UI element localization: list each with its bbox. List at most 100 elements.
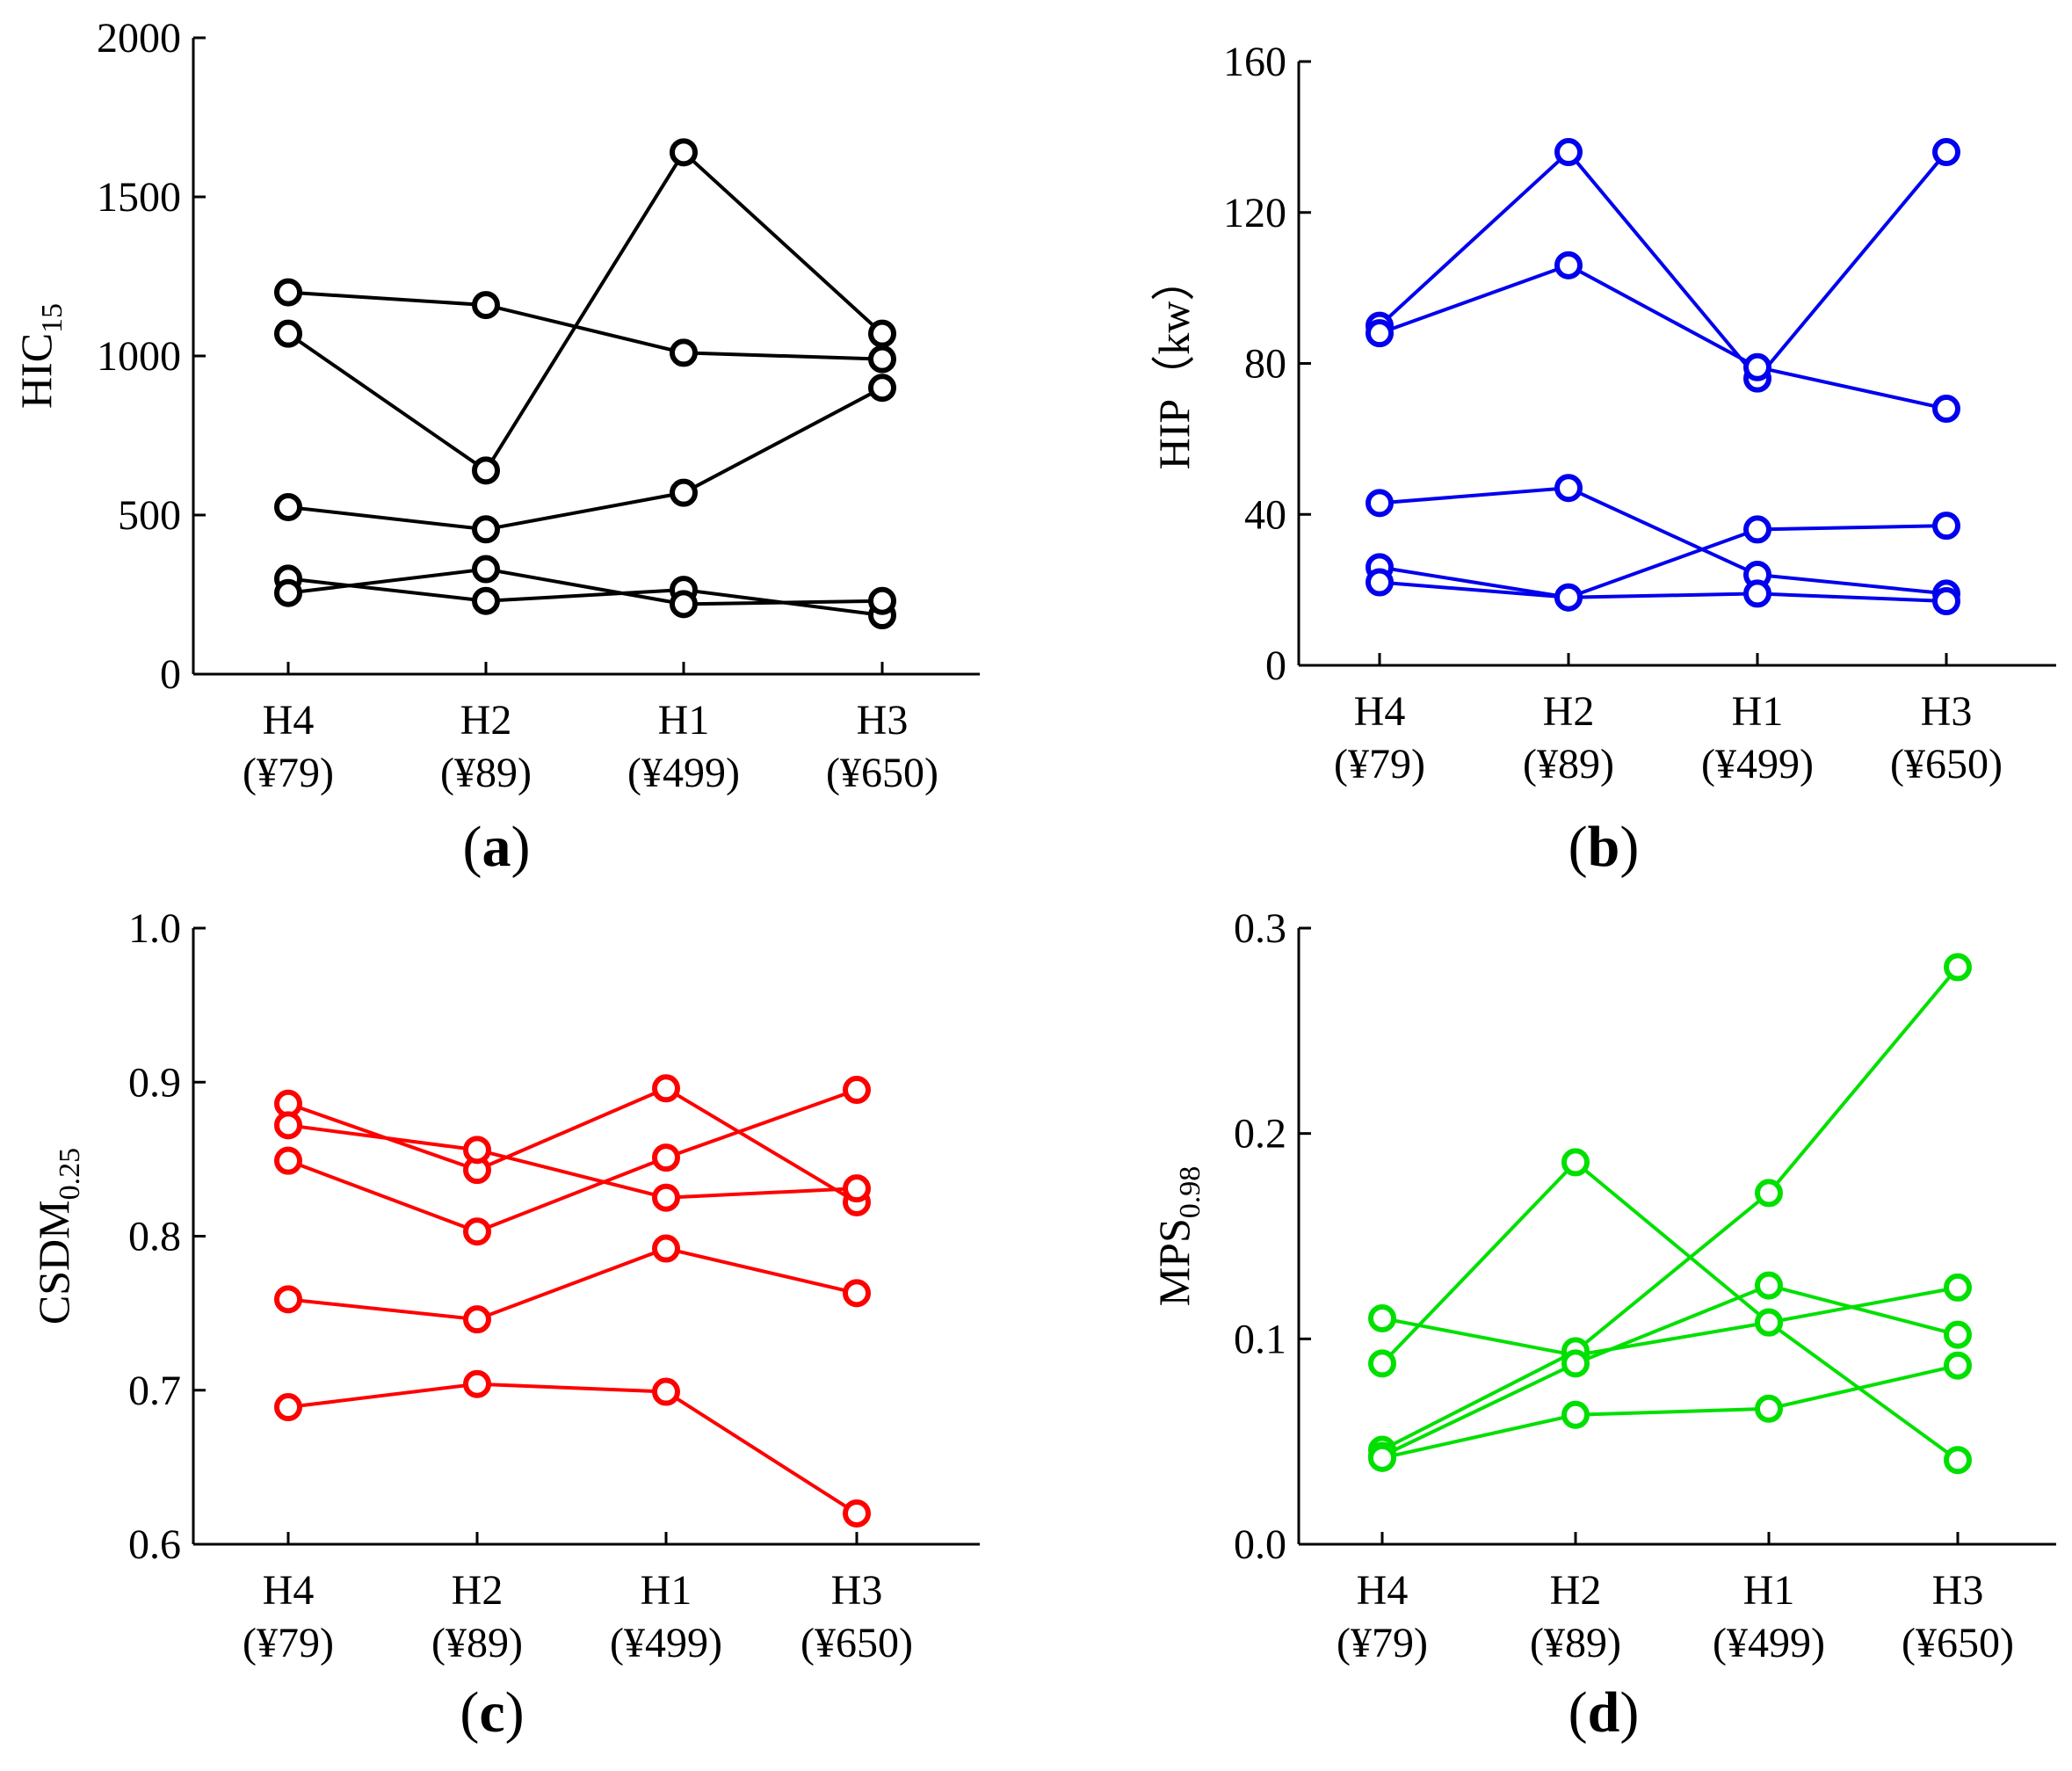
data-point bbox=[463, 1217, 491, 1246]
data-point bbox=[670, 590, 698, 619]
subplot-label-letter: d bbox=[1588, 1680, 1620, 1745]
x-tick-label: H1 bbox=[1743, 1567, 1795, 1614]
y-axis-title-unit: （kw） bbox=[1149, 258, 1199, 399]
data-point bbox=[1366, 568, 1394, 597]
data-point bbox=[868, 586, 896, 615]
x-tick-price-label: (¥79) bbox=[1337, 1620, 1428, 1666]
data-point bbox=[472, 586, 500, 615]
data-point bbox=[868, 319, 896, 348]
data-point bbox=[670, 138, 698, 167]
data-point bbox=[670, 338, 698, 367]
data-point bbox=[1743, 352, 1771, 381]
subplot-label-open: ( bbox=[463, 815, 482, 879]
data-point bbox=[843, 1279, 871, 1308]
x-tick-price-label: (¥89) bbox=[1523, 741, 1614, 788]
y-axis-title-subscript: 0.25 bbox=[54, 1148, 86, 1201]
x-tick-label: H3 bbox=[857, 697, 909, 744]
series-line-4 bbox=[287, 1246, 858, 1322]
series-line-3 bbox=[287, 1088, 858, 1234]
y-tick-label: 80 bbox=[1244, 341, 1286, 388]
x-tick-label: H1 bbox=[1732, 688, 1784, 735]
x-tick-label: H2 bbox=[1543, 688, 1595, 735]
series-line-1 bbox=[287, 1086, 859, 1204]
data-point bbox=[868, 345, 896, 374]
data-point bbox=[274, 1285, 302, 1314]
y-tick-label: 0 bbox=[160, 651, 181, 698]
subplot-label-open: ( bbox=[1568, 815, 1588, 879]
x-tick-price-label: (¥79) bbox=[243, 750, 334, 796]
data-point bbox=[1561, 1148, 1590, 1177]
data-point bbox=[472, 555, 500, 584]
x-tick-price-label: (¥650) bbox=[801, 1620, 913, 1666]
y-axis-title: HIC15 bbox=[11, 303, 69, 409]
y-tick-label: 0.3 bbox=[1234, 905, 1286, 952]
chart-panel-d: 0.0 0.1 0.2 0.3 H4 (¥79) H2 (¥89) H1 (¥499) H3 (¥65… bbox=[1149, 905, 2056, 1745]
x-tick-price-label: (¥499) bbox=[1701, 741, 1814, 788]
series-line-4 bbox=[1381, 1283, 1959, 1458]
y-tick-label: 0.7 bbox=[128, 1368, 181, 1414]
y-tick-label: 0.6 bbox=[128, 1521, 181, 1568]
y-tick-label: 40 bbox=[1244, 491, 1286, 538]
subplot-label-letter: a bbox=[482, 815, 511, 879]
y-tick-label: 0.0 bbox=[1234, 1521, 1286, 1568]
series-line-3 bbox=[1379, 486, 1947, 596]
x-tick-price-label: (¥89) bbox=[431, 1620, 523, 1666]
data-point bbox=[1932, 587, 1960, 616]
y-tick-label: 160 bbox=[1223, 39, 1286, 85]
subplot-label-open: ( bbox=[1568, 1680, 1588, 1745]
data-point bbox=[1561, 1400, 1590, 1429]
data-point bbox=[472, 291, 500, 320]
x-tick-label: H3 bbox=[1921, 688, 1973, 735]
x-tick-price-label: (¥79) bbox=[1334, 741, 1425, 788]
y-tick-label: 1500 bbox=[97, 174, 181, 221]
x-tick-price-label: (¥89) bbox=[1530, 1620, 1621, 1666]
data-point bbox=[1944, 953, 1972, 982]
data-point bbox=[1755, 1179, 1783, 1208]
data-point bbox=[1944, 1446, 1972, 1475]
data-point bbox=[274, 1146, 302, 1175]
subplot-label: (d) bbox=[1568, 1680, 1640, 1745]
x-tick-label: H4 bbox=[263, 1567, 315, 1614]
series-line-5 bbox=[287, 567, 883, 606]
data-point bbox=[1366, 489, 1394, 518]
data-point bbox=[1932, 512, 1960, 541]
y-tick-label: 0.8 bbox=[128, 1214, 181, 1260]
data-point bbox=[670, 478, 698, 507]
y-tick-label: 1000 bbox=[97, 333, 181, 380]
data-point bbox=[843, 1174, 871, 1203]
data-point bbox=[1368, 1443, 1396, 1472]
x-tick-label: H3 bbox=[1932, 1567, 1984, 1614]
y-tick-label: 0 bbox=[1265, 642, 1286, 689]
data-point bbox=[463, 1136, 491, 1165]
data-point bbox=[652, 1234, 680, 1263]
data-point bbox=[1554, 250, 1583, 279]
data-point bbox=[1755, 1394, 1783, 1423]
data-point bbox=[274, 1111, 302, 1140]
series-line-1 bbox=[1378, 149, 1948, 381]
y-tick-label: 120 bbox=[1223, 190, 1286, 236]
x-tick-label: H4 bbox=[1357, 1567, 1409, 1614]
series-line-1 bbox=[1381, 1285, 1959, 1358]
y-tick-label: 2000 bbox=[97, 15, 181, 62]
data-point bbox=[1368, 1303, 1396, 1332]
x-tick-price-label: (¥650) bbox=[826, 750, 938, 796]
series-line-2 bbox=[286, 149, 884, 474]
data-point bbox=[843, 1499, 871, 1528]
x-tick-label: H1 bbox=[641, 1567, 692, 1614]
data-point bbox=[472, 456, 500, 485]
y-axis-title-main: HIC bbox=[11, 333, 61, 409]
x-tick-label: H1 bbox=[658, 697, 710, 744]
y-axis-title-main: HIP bbox=[1149, 399, 1199, 470]
series-line-4 bbox=[1379, 524, 1947, 599]
series-line-4 bbox=[287, 577, 883, 618]
subplot-label: (c) bbox=[460, 1680, 524, 1745]
series-line-3 bbox=[287, 386, 883, 532]
series-line-1 bbox=[287, 290, 883, 361]
x-tick-price-label: (¥79) bbox=[243, 1620, 334, 1666]
data-point bbox=[1755, 1308, 1783, 1337]
x-tick-price-label: (¥499) bbox=[627, 750, 740, 796]
series-line-5 bbox=[1379, 580, 1947, 604]
data-point bbox=[652, 1074, 680, 1103]
data-point bbox=[1554, 138, 1583, 167]
data-point bbox=[1944, 1320, 1972, 1349]
